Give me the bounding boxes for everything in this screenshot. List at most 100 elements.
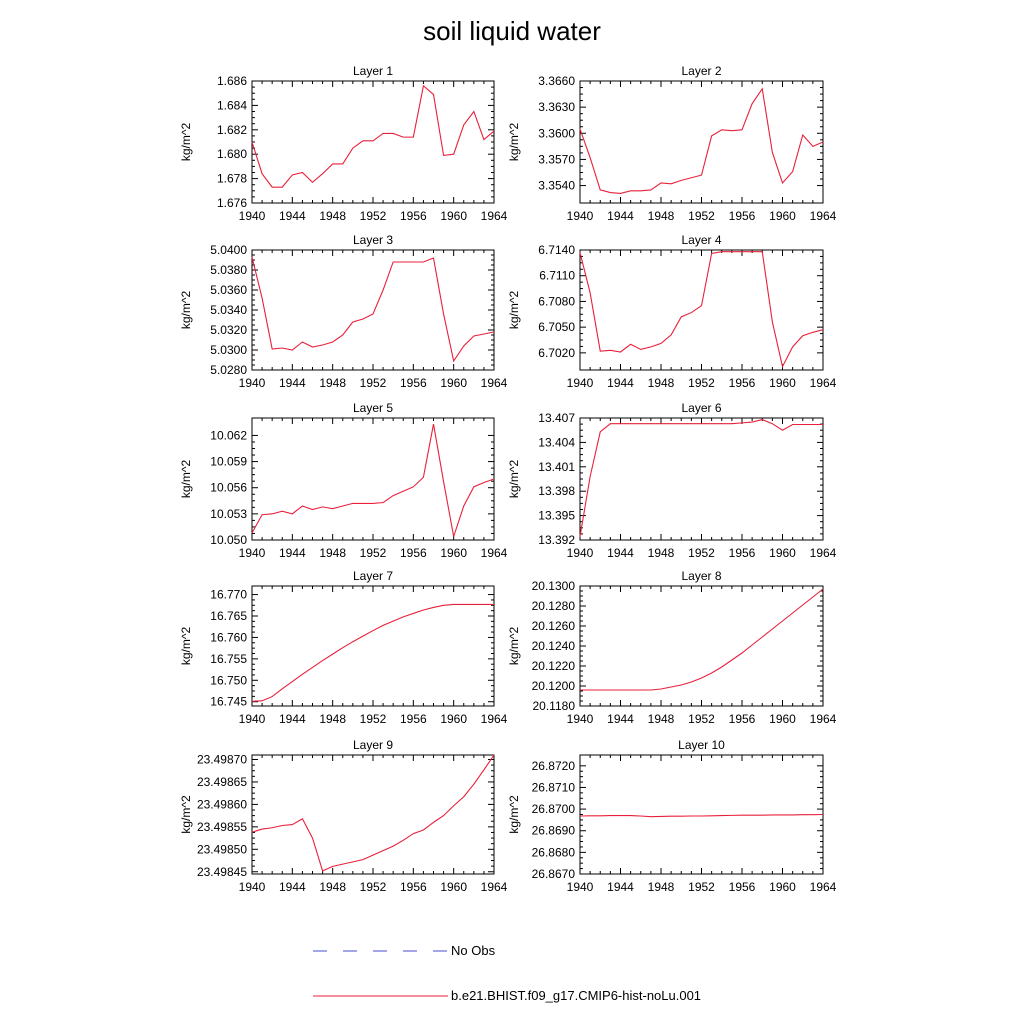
panel-title: Layer 2 xyxy=(681,64,721,78)
plot-frame xyxy=(579,417,824,541)
y-tick-label: 23.49870 xyxy=(197,752,247,766)
plot-frame xyxy=(579,249,824,371)
y-axis-label: kg/m^2 xyxy=(507,460,521,499)
series-line xyxy=(579,813,824,818)
x-tick-label: 1952 xyxy=(688,546,715,560)
series-line xyxy=(251,603,494,702)
y-tick-label: 13.401 xyxy=(538,460,575,474)
y-tick-label: 20.1280 xyxy=(532,599,576,613)
x-tick-label: 1952 xyxy=(688,376,715,390)
x-tick-label: 1948 xyxy=(648,712,675,726)
y-tick-label: 1.680 xyxy=(217,147,247,161)
x-tick-label: 1952 xyxy=(360,712,387,726)
y-tick-label: 13.395 xyxy=(538,509,575,523)
y-tick-label: 10.050 xyxy=(210,533,247,547)
x-tick-label: 1940 xyxy=(239,880,266,894)
x-tick-label: 1964 xyxy=(810,209,837,223)
x-tick-label: 1964 xyxy=(481,209,508,223)
x-tick-label: 1940 xyxy=(567,209,594,223)
x-tick-label: 1944 xyxy=(607,880,634,894)
y-tick-label: 26.8710 xyxy=(532,780,576,794)
x-tick-label: 1952 xyxy=(360,546,387,560)
y-tick-label: 6.7050 xyxy=(538,320,575,334)
y-tick-label: 5.0340 xyxy=(210,303,247,317)
series-line xyxy=(251,256,495,363)
y-tick-label: 16.760 xyxy=(210,630,247,644)
x-tick-label: 1948 xyxy=(319,880,346,894)
x-tick-label: 1964 xyxy=(810,376,837,390)
x-tick-label: 1964 xyxy=(810,880,837,894)
y-tick-label: 20.1200 xyxy=(532,679,576,693)
y-tick-label: 3.3540 xyxy=(538,179,575,193)
y-tick-label: 16.755 xyxy=(210,652,247,666)
panel-layer-3: Layer 3 kg/m^2 1940 1944 1948 1952 1956 1960 196… xyxy=(179,233,508,390)
y-tick-label: 20.1220 xyxy=(532,659,576,673)
x-tick-label: 1956 xyxy=(400,546,427,560)
plot-frame xyxy=(251,417,495,541)
y-tick-label: 13.404 xyxy=(538,435,575,449)
y-tick-label: 1.678 xyxy=(217,172,247,186)
panel-title: Layer 9 xyxy=(353,738,393,752)
panel-title: Layer 3 xyxy=(353,233,393,247)
x-tick-label: 1964 xyxy=(481,546,508,560)
y-tick-label: 13.407 xyxy=(538,411,575,425)
figure-title: soil liquid water xyxy=(423,16,601,46)
y-axis-label: kg/m^2 xyxy=(179,627,193,666)
y-tick-label: 10.053 xyxy=(210,507,247,521)
y-tick-label: 6.7110 xyxy=(539,269,575,283)
y-tick-label: 1.684 xyxy=(217,98,247,112)
y-tick-label: 26.8720 xyxy=(532,759,576,773)
x-tick-label: 1944 xyxy=(279,546,306,560)
series-line xyxy=(251,84,495,188)
x-tick-label: 1940 xyxy=(239,546,266,560)
x-tick-label: 1948 xyxy=(648,376,675,390)
x-tick-label: 1956 xyxy=(729,209,756,223)
x-tick-label: 1948 xyxy=(319,546,346,560)
plot-frame xyxy=(579,585,824,707)
panels: Layer 1 kg/m^2 1940 1944 1948 1952 1956 1960 196… xyxy=(179,64,837,894)
x-tick-label: 1948 xyxy=(648,880,675,894)
y-tick-label: 1.682 xyxy=(217,123,247,137)
y-tick-label: 26.8700 xyxy=(532,802,576,816)
x-tick-label: 1944 xyxy=(279,376,306,390)
series-line xyxy=(251,754,495,872)
y-tick-label: 13.398 xyxy=(538,484,575,498)
series-line xyxy=(579,419,823,537)
x-tick-label: 1964 xyxy=(481,712,508,726)
legend: No Obs b.e21.BHIST.f09_g17.CMIP6-hist-noL… xyxy=(313,943,701,1003)
x-tick-label: 1960 xyxy=(440,712,467,726)
x-tick-label: 1952 xyxy=(688,712,715,726)
y-tick-label: 20.1260 xyxy=(532,619,576,633)
x-tick-label: 1948 xyxy=(648,209,675,223)
y-tick-label: 20.1180 xyxy=(533,699,576,713)
x-tick-label: 1940 xyxy=(239,209,266,223)
y-tick-label: 3.3600 xyxy=(538,126,575,140)
x-tick-label: 1960 xyxy=(440,880,467,894)
series-line xyxy=(579,87,824,194)
panel-layer-9: Layer 9 kg/m^2 1940 1944 1948 1952 1956 1960 196… xyxy=(179,738,508,894)
y-tick-label: 1.686 xyxy=(217,74,247,88)
panel-layer-2: Layer 2 kg/m^2 1940 1944 1948 1952 1956 1960 196… xyxy=(507,64,837,223)
x-tick-label: 1956 xyxy=(729,376,756,390)
y-tick-label: 10.062 xyxy=(210,428,247,442)
y-tick-label: 16.770 xyxy=(210,588,247,602)
x-tick-label: 1944 xyxy=(279,209,306,223)
y-tick-label: 13.392 xyxy=(538,533,575,547)
y-tick-label: 23.49865 xyxy=(197,775,247,789)
panel-layer-5: Layer 5 kg/m^2 1940 1944 1948 1952 1956 1960 196… xyxy=(179,401,508,560)
y-tick-label: 5.0300 xyxy=(210,343,247,357)
x-tick-label: 1960 xyxy=(769,880,796,894)
x-tick-label: 1944 xyxy=(279,712,306,726)
x-tick-label: 1956 xyxy=(729,880,756,894)
x-tick-label: 1952 xyxy=(360,209,387,223)
panel-layer-10: Layer 10 kg/m^2 1940 1944 1948 1952 1956 1960 19… xyxy=(507,738,837,894)
y-tick-label: 23.49855 xyxy=(197,820,247,834)
x-tick-label: 1940 xyxy=(567,712,594,726)
y-tick-label: 20.1240 xyxy=(532,639,576,653)
y-axis-label: kg/m^2 xyxy=(179,795,193,834)
panel-title: Layer 4 xyxy=(681,233,721,247)
x-tick-label: 1940 xyxy=(239,376,266,390)
y-tick-label: 16.745 xyxy=(210,695,247,709)
x-tick-label: 1960 xyxy=(769,209,796,223)
